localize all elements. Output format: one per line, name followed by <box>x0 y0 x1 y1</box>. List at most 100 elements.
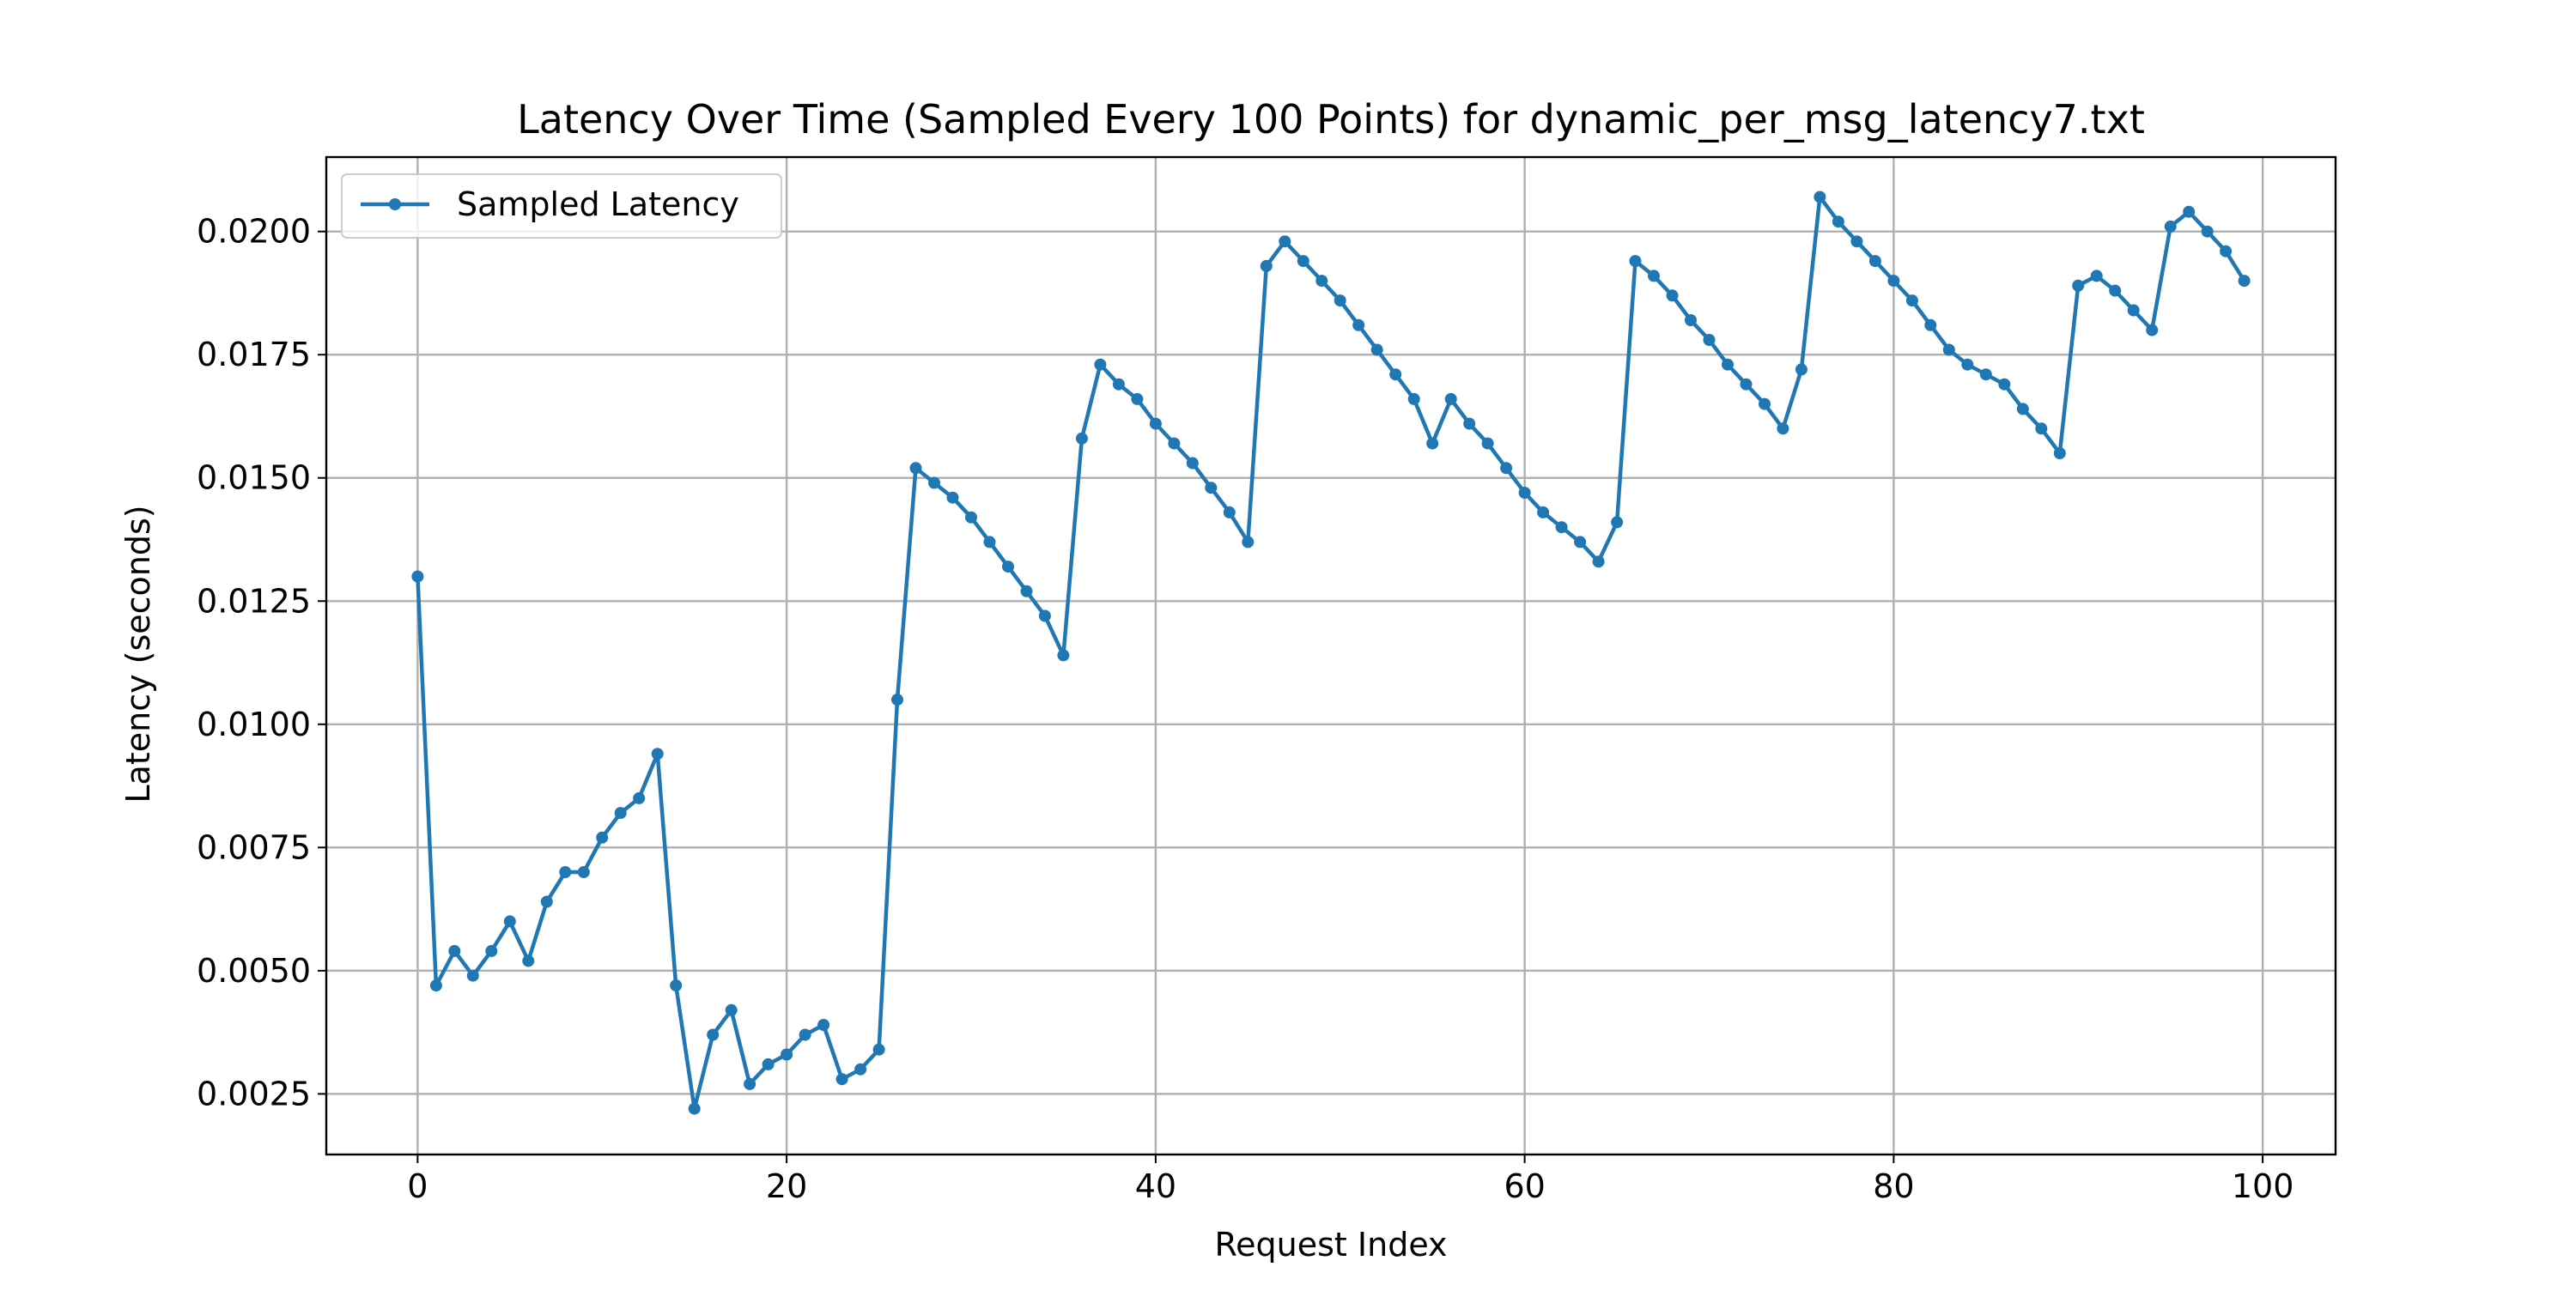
data-point <box>872 1043 885 1056</box>
data-point <box>1242 536 1255 549</box>
data-point <box>670 979 683 992</box>
data-point <box>1002 561 1014 573</box>
data-point <box>1407 392 1420 405</box>
data-point <box>1850 235 1863 248</box>
y-tick-label: 0.0175 <box>197 336 311 373</box>
data-point <box>1131 392 1144 405</box>
y-tick-label: 0.0100 <box>197 706 311 743</box>
data-point <box>466 969 479 982</box>
legend-box <box>341 173 782 239</box>
axis-ticks: 0 20 40 60 80 100 0.0025 0.0050 0.0075 0.0100 0.01… <box>197 213 2293 1205</box>
data-point <box>1887 275 1900 288</box>
data-point <box>1703 334 1716 346</box>
x-tick-label: 60 <box>1504 1167 1545 1205</box>
data-point <box>1038 609 1051 622</box>
data-point <box>522 955 535 967</box>
data-point <box>1315 275 1328 288</box>
data-point <box>540 895 553 908</box>
data-point <box>1352 318 1365 331</box>
data-point <box>2109 284 2122 297</box>
data-point <box>909 462 922 475</box>
y-tick-label: 0.0150 <box>197 459 311 497</box>
data-point <box>1740 378 1753 391</box>
data-point <box>1777 422 1789 435</box>
data-point <box>946 491 959 504</box>
data-point <box>503 915 516 928</box>
data-point <box>1905 294 1918 307</box>
data-point <box>2016 403 2029 415</box>
data-point <box>2072 279 2085 292</box>
data-point <box>1574 536 1587 549</box>
series-layer <box>411 191 2251 1115</box>
x-tick-label: 80 <box>1873 1167 1914 1205</box>
data-point <box>2238 275 2251 288</box>
data-point <box>928 476 940 489</box>
data-point <box>1094 358 1107 371</box>
legend-label-sampled-latency: Sampled Latency <box>457 185 739 223</box>
data-point <box>1334 294 1346 307</box>
data-point <box>799 1028 811 1041</box>
data-point <box>1722 358 1734 371</box>
y-tick-label: 0.0075 <box>197 828 311 866</box>
data-point <box>2220 245 2233 258</box>
data-point <box>1832 215 1844 228</box>
legend-marker-sample <box>389 198 401 210</box>
data-point <box>1537 506 1550 518</box>
data-point <box>1611 516 1624 529</box>
legend: Sampled Latency <box>341 173 782 239</box>
data-point <box>1979 368 1992 381</box>
data-point <box>485 944 498 957</box>
data-point <box>1759 397 1771 410</box>
data-point <box>2090 270 2103 282</box>
data-point <box>1814 191 1826 203</box>
data-point <box>1629 255 1642 268</box>
data-point <box>1592 555 1605 568</box>
data-point <box>1112 378 1125 391</box>
data-point <box>781 1048 793 1061</box>
x-tick-label: 40 <box>1135 1167 1176 1205</box>
series-line <box>416 195 2246 1111</box>
y-tick-label: 0.0200 <box>197 213 311 251</box>
data-point <box>2035 422 2048 435</box>
data-point <box>651 748 664 761</box>
x-tick-label: 0 <box>407 1167 428 1205</box>
grid-lines <box>326 157 2336 1155</box>
x-axis-label: Request Index <box>1214 1226 1447 1264</box>
data-point <box>1297 255 1309 268</box>
data-point <box>1500 462 1513 475</box>
data-point <box>1998 378 2011 391</box>
data-point <box>577 866 590 878</box>
data-point <box>2146 324 2159 336</box>
data-point <box>1075 432 1088 445</box>
data-point <box>1057 649 1070 662</box>
data-point <box>1020 585 1033 597</box>
data-point <box>2053 447 2066 459</box>
data-point <box>2183 205 2196 218</box>
data-point <box>1666 289 1679 302</box>
chart-title: Latency Over Time (Sampled Every 100 Poi… <box>517 96 2145 142</box>
data-point <box>596 831 609 844</box>
data-point <box>1279 235 1291 248</box>
data-point <box>1168 437 1181 450</box>
data-point <box>1648 270 1660 282</box>
data-point <box>1370 343 1383 356</box>
data-point <box>1463 417 1476 430</box>
data-point <box>411 570 424 583</box>
data-point <box>1924 318 1937 331</box>
data-point <box>429 979 442 992</box>
data-point <box>1961 358 1974 371</box>
x-tick-label: 100 <box>2232 1167 2294 1205</box>
data-point <box>1149 417 1162 430</box>
data-point <box>1186 457 1199 470</box>
x-tick-label: 20 <box>766 1167 807 1205</box>
data-point <box>1426 437 1439 450</box>
y-axis-label: Latency (seconds) <box>119 505 157 803</box>
data-point <box>1555 521 1568 534</box>
data-point <box>2127 304 2140 317</box>
data-point <box>1518 487 1531 499</box>
data-point <box>817 1019 830 1031</box>
data-point <box>983 536 996 549</box>
data-point <box>559 866 572 878</box>
